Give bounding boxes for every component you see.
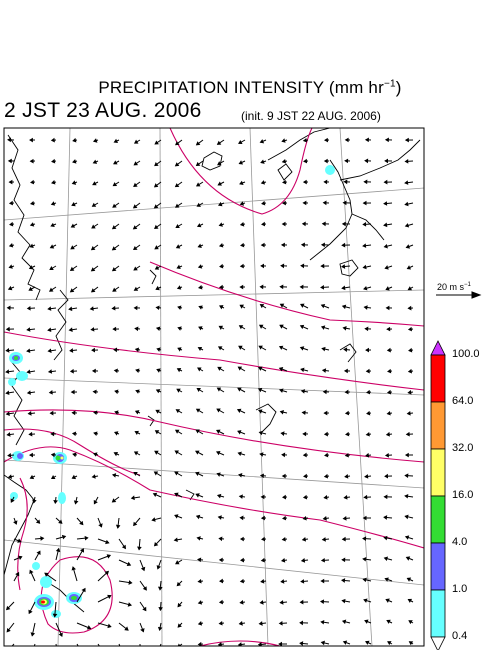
- valid-time: 2 JST 23 AUG. 2006: [4, 99, 202, 122]
- wind-scale-label: 20 m s−1: [437, 282, 471, 292]
- wind-vectors: [5, 137, 414, 646]
- lat-lon-grid: [4, 128, 424, 646]
- map-frame: [3, 127, 425, 647]
- colorbar: [430, 340, 446, 650]
- colorbar-level-label: 64.0: [452, 395, 474, 407]
- pressure-contours: [4, 128, 424, 646]
- wind-scale-arrow: [436, 291, 482, 299]
- colorbar-level-label: 100.0: [452, 348, 480, 360]
- title-exponent: −1: [383, 78, 396, 90]
- map-title: PRECIPITATION INTENSITY (mm hr−1): [0, 78, 500, 98]
- colorbar-level-label: 4.0: [452, 536, 468, 548]
- colorbar-level-label: 32.0: [452, 442, 474, 454]
- title-close: ): [395, 78, 402, 97]
- title-text: PRECIPITATION INTENSITY (mm hr: [98, 78, 384, 97]
- coastline: [4, 128, 421, 613]
- init-time: (init. 9 JST 22 AUG. 2006): [241, 109, 381, 123]
- colorbar-level-label: 1.0: [452, 583, 468, 595]
- colorbar-level-label: 16.0: [452, 489, 474, 501]
- colorbar-level-label: 0.4: [452, 630, 468, 642]
- precipitation-areas: [8, 165, 335, 618]
